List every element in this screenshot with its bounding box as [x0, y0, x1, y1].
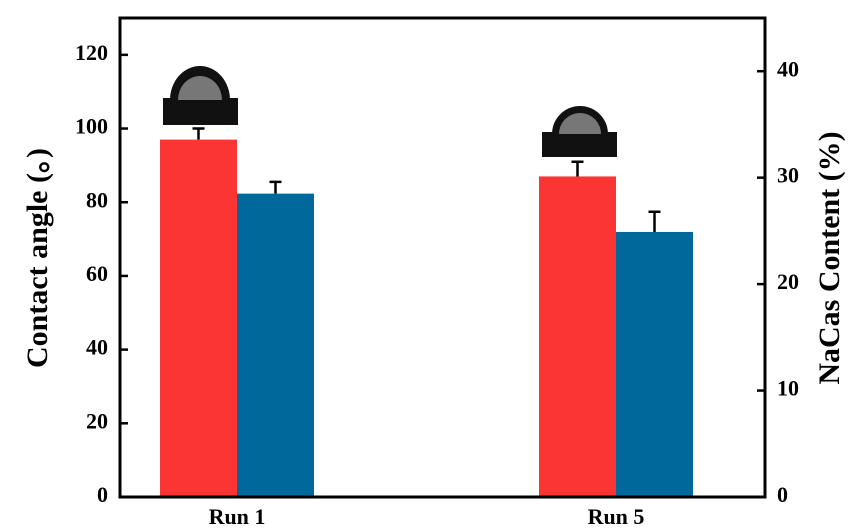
droplet-image [542, 106, 617, 157]
bar [237, 194, 314, 497]
bar [539, 176, 616, 497]
bar [616, 232, 693, 497]
y-tick-label: 80 [86, 187, 108, 212]
error-bar [193, 129, 205, 140]
droplet-image [163, 66, 238, 125]
bar [160, 140, 237, 497]
y2-tick-label: 20 [777, 269, 799, 294]
x-tick-label: Run 5 [588, 504, 645, 529]
y-tick-label: 100 [75, 114, 108, 139]
chart: Contact angle (。) NaCas Content (%) Run … [0, 0, 849, 530]
y-tick-label: 0 [97, 482, 108, 507]
y-tick-label: 20 [86, 408, 108, 433]
y-tick-label: 120 [75, 40, 108, 65]
y2-tick-label: 40 [777, 56, 799, 81]
y2-tick-label: 30 [777, 163, 799, 188]
y-axis-label: Contact angle (。) [21, 148, 54, 368]
x-tick-label: Run 1 [209, 504, 266, 529]
error-bar [649, 212, 661, 232]
error-bar [270, 182, 282, 194]
y2-tick-label: 10 [777, 376, 799, 401]
y-tick-label: 40 [86, 335, 108, 360]
y2-axis-label: NaCas Content (%) [813, 131, 846, 384]
y-tick-label: 60 [86, 261, 108, 286]
y2-tick-label: 0 [777, 482, 788, 507]
error-bar [572, 162, 584, 177]
